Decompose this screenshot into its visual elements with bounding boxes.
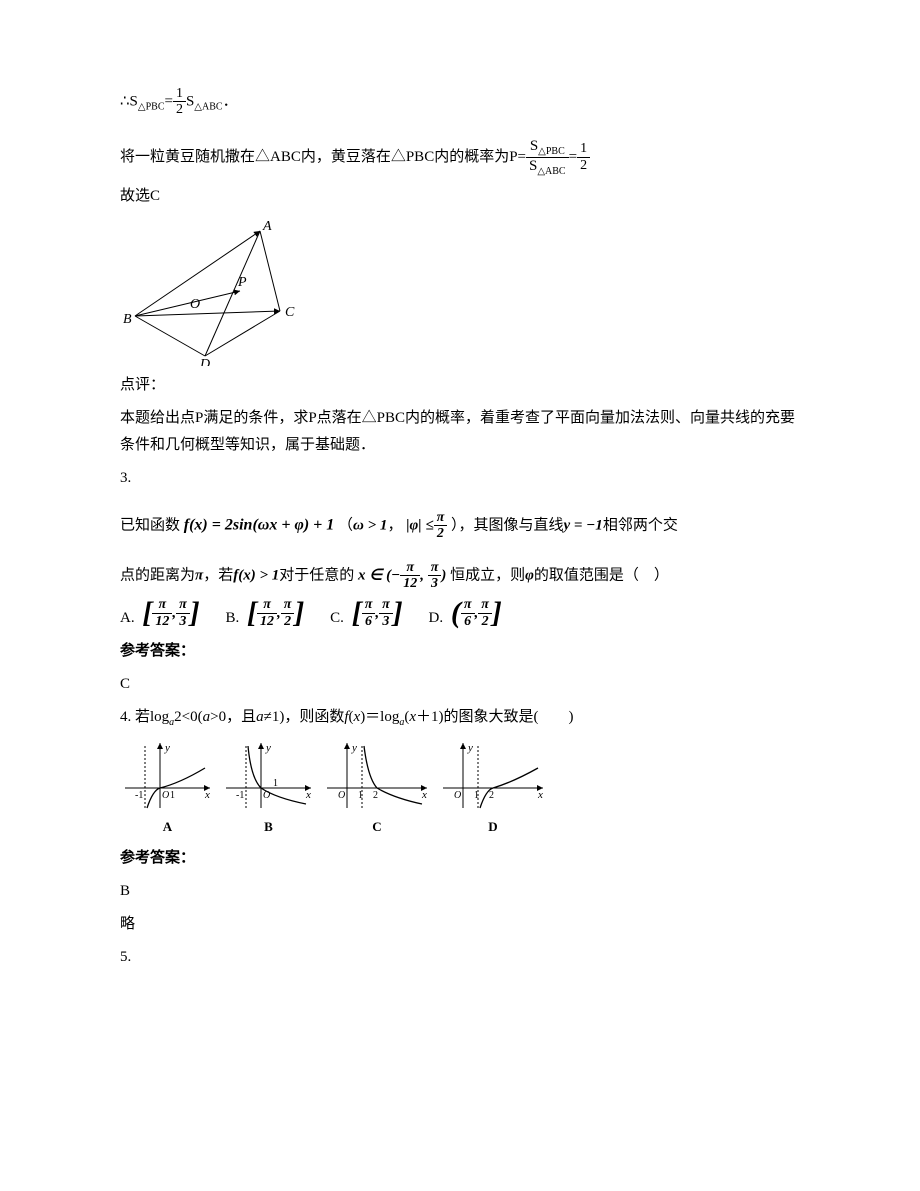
dianping-head: 点评： [120, 372, 800, 399]
svg-text:x: x [204, 789, 210, 801]
svg-text:P: P [237, 275, 247, 290]
q3-options: A. [ π12 , π3 ] B. [ π12 , π2 ] C. [ π6 … [120, 597, 800, 632]
svg-text:O: O [190, 297, 200, 312]
svg-text:2: 2 [489, 790, 494, 801]
frac-ratio: S△PBCS△ABC [526, 138, 569, 177]
svg-text:y: y [265, 742, 271, 754]
q3-stem-2: 点的距离为π，若f(x) > 1对于任意的 x ∈ (−π12, π3) 恒成立… [120, 560, 800, 592]
svg-text:O: O [162, 790, 169, 801]
svg-text:C: C [285, 305, 295, 320]
svg-text:-1: -1 [236, 790, 244, 801]
solution-ratio-line: ∴S△PBC=12S△ABC． [120, 86, 800, 118]
dianping-body: 本题给出点P满足的条件，求P点落在△PBC内的概率，着重考查了平面向量加法法则、… [120, 405, 800, 459]
svg-text:x: x [421, 789, 427, 801]
therefore-S1: ∴S [120, 93, 138, 109]
q4-answer: B [120, 878, 800, 905]
q4-stem: 4. 若loga2<0(a>0，且a≠1)，则函数f(x)＝loga(x＋1)的… [120, 704, 800, 732]
q3-answer: C [120, 671, 800, 698]
svg-text:x: x [537, 789, 543, 801]
q4-graphs: y x O -1 1 A y x O -1 1 B [120, 738, 800, 838]
svg-text:O: O [263, 790, 270, 801]
q3-option-b: B. [ π12 , π2 ] [226, 597, 305, 632]
q5-number: 5. [120, 944, 800, 971]
frac-half: 12 [173, 86, 186, 118]
q4-brief: 略 [120, 911, 800, 938]
svg-text:A: A [262, 219, 272, 234]
period: ． [223, 93, 238, 109]
frac-half2: 12 [577, 141, 590, 173]
q3-option-c: C. [ π6 , π3 ] [330, 597, 403, 632]
eq: = [164, 93, 172, 109]
svg-text:y: y [164, 742, 170, 754]
svg-text:1: 1 [474, 790, 479, 801]
svg-text:1: 1 [358, 790, 363, 801]
q4-graph-b: y x O -1 1 B [221, 738, 316, 838]
prob-text: 将一粒黄豆随机撒在△ABC内，黄豆落在△PBC内的概率为P= [120, 149, 526, 165]
q4-graph-a: y x O -1 1 A [120, 738, 215, 838]
svg-text:-1: -1 [135, 790, 143, 801]
q4-answer-head: 参考答案： [120, 845, 800, 872]
svg-text:y: y [351, 742, 357, 754]
hence-choose-c: 故选C [120, 183, 800, 210]
svg-text:B: B [123, 312, 132, 327]
triangle-diagram: A B C D O P [120, 216, 800, 366]
q3-answer-head: 参考答案： [120, 638, 800, 665]
svg-text:1: 1 [273, 778, 278, 789]
probability-line: 将一粒黄豆随机撒在△ABC内，黄豆落在△PBC内的概率为P=S△PBCS△ABC… [120, 138, 800, 177]
svg-text:x: x [305, 789, 311, 801]
q3-option-d: D. ( π6 , π2 ] [429, 597, 502, 632]
svg-text:y: y [467, 742, 473, 754]
svg-text:2: 2 [373, 790, 378, 801]
svg-text:O: O [338, 790, 345, 801]
sub-pbc: △PBC [138, 101, 165, 112]
q3-stem-1: 已知函数 f(x) = 2sin(ωx + φ) + 1 （ω > 1， |φ|… [120, 510, 800, 542]
svg-text:O: O [454, 790, 461, 801]
q3-number: 3. [120, 465, 800, 492]
sub-abc: △ABC [194, 101, 222, 112]
q3-fx: f(x) = 2sin(ωx + φ) + 1 [184, 516, 335, 533]
svg-text:D: D [199, 357, 210, 366]
svg-text:1: 1 [170, 790, 175, 801]
q4-graph-d: y x O 1 2 D [438, 738, 548, 838]
q4-graph-c: y x O 1 2 C [322, 738, 432, 838]
q3-option-a: A. [ π12 , π3 ] [120, 597, 200, 632]
